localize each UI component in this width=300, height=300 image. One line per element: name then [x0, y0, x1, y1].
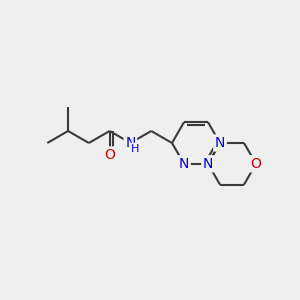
- Text: N: N: [179, 157, 189, 171]
- Text: O: O: [104, 148, 115, 162]
- Text: N: N: [203, 157, 213, 171]
- Text: N: N: [125, 136, 136, 150]
- Text: H: H: [131, 144, 140, 154]
- Text: O: O: [250, 157, 261, 171]
- Text: N: N: [215, 136, 225, 150]
